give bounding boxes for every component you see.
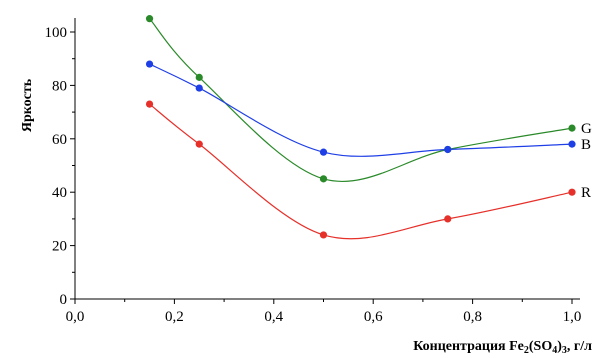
ticks: 0 20 40 60 80 100 0,0 0,2 0,4 0,6 0,8 1,0: [45, 25, 582, 325]
series-curve-r: [149, 103, 573, 240]
y-tick-label: 20: [52, 239, 67, 255]
axes: [74, 18, 580, 300]
data-point-r: [319, 231, 328, 239]
data-point-b: [145, 60, 154, 68]
series-label-b: B: [581, 137, 591, 153]
x-axis-title-subscript: 2: [524, 345, 529, 356]
x-tick-label: 0,8: [463, 309, 482, 325]
x-axis-title-part: ): [557, 339, 562, 354]
x-axis-title: Концентрация Fe2(SO4)3, г/л: [413, 339, 592, 356]
data-point-g: [195, 73, 203, 81]
x-tick-label: 0,4: [264, 309, 283, 325]
x-tick-label: 1,0: [563, 309, 582, 325]
data-point-b: [568, 140, 576, 148]
y-tick-label: 100: [45, 25, 68, 41]
data-point-g: [145, 15, 154, 23]
data-point-b: [319, 148, 328, 156]
x-axis-title-subscript: 3: [562, 345, 567, 356]
data-point-r: [568, 188, 576, 196]
data-point-g: [319, 175, 328, 183]
y-tick-label: 60: [52, 132, 67, 148]
data-point-r: [195, 140, 203, 148]
x-axis-title-subscript: 4: [552, 345, 557, 356]
series-curve-g: [149, 18, 573, 183]
data-point-b: [195, 84, 203, 92]
x-tick-label: 0,2: [165, 309, 184, 325]
series-label-g: G: [581, 121, 592, 137]
data-point-b: [444, 145, 452, 154]
x-axis-title-part: Концентрация Fe: [413, 339, 524, 354]
series-label-r: R: [581, 185, 591, 201]
y-tick-label: 0: [60, 292, 68, 308]
series-curves: [149, 18, 573, 240]
series-curve-b: [149, 63, 573, 157]
y-tick-label: 80: [52, 78, 67, 94]
y-tick-label: 40: [52, 185, 67, 201]
x-tick-label: 0,0: [66, 309, 85, 325]
x-tick-label: 0,6: [364, 309, 383, 325]
x-axis-title-part: , г/л: [567, 339, 592, 354]
series-points: [145, 15, 576, 239]
x-axis-title-part: (SO: [529, 339, 552, 354]
data-point-r: [145, 100, 154, 108]
y-axis-title: Яркость: [20, 78, 35, 132]
data-point-r: [444, 215, 452, 223]
data-point-g: [568, 124, 576, 132]
series-labels: GB R: [581, 121, 592, 201]
